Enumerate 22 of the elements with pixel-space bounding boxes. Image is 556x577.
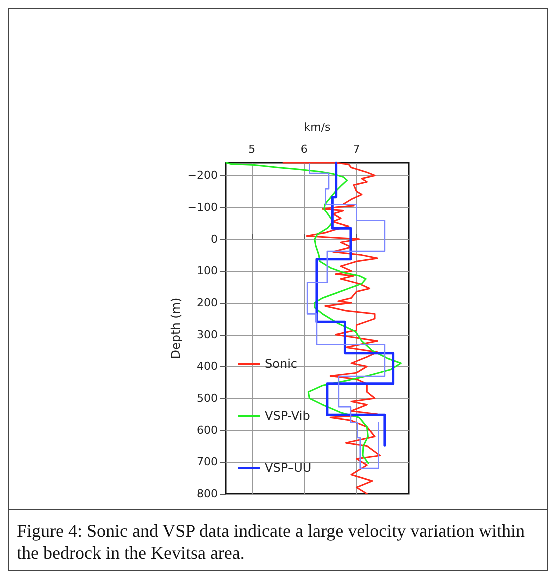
legend-label: VSP-Vib bbox=[265, 409, 310, 423]
y-tick-label: 100 bbox=[197, 264, 218, 278]
line-series bbox=[226, 162, 402, 465]
y-tick-label: 800 bbox=[197, 488, 218, 500]
legend-label: Sonic bbox=[265, 357, 298, 371]
x-axis-title: km/s bbox=[304, 121, 332, 134]
caption: Figure 4: Sonic and VSP data indicate a large velocity variation within the bedrock in the Kevitsa area. bbox=[17, 520, 526, 564]
y-axis-title: Depth (m) bbox=[169, 298, 183, 360]
x-tick-label: 6 bbox=[300, 143, 308, 156]
y-tick-label: 200 bbox=[197, 296, 218, 310]
y-tick-label: 600 bbox=[197, 424, 218, 437]
y-tick-label: −200 bbox=[188, 169, 218, 182]
y-tick-label: −100 bbox=[188, 201, 218, 214]
y-tick-label: 0 bbox=[211, 232, 218, 246]
y-tick-label: 300 bbox=[197, 328, 218, 342]
y-tick-label: 400 bbox=[197, 360, 218, 374]
line-series bbox=[316, 162, 395, 447]
x-tick-label: 7 bbox=[353, 143, 360, 156]
y-tick-label: 700 bbox=[197, 456, 218, 469]
y-tick-label: 500 bbox=[197, 392, 218, 406]
legend-label: VSP–UU bbox=[265, 461, 312, 475]
x-tick-label: 5 bbox=[248, 143, 256, 156]
